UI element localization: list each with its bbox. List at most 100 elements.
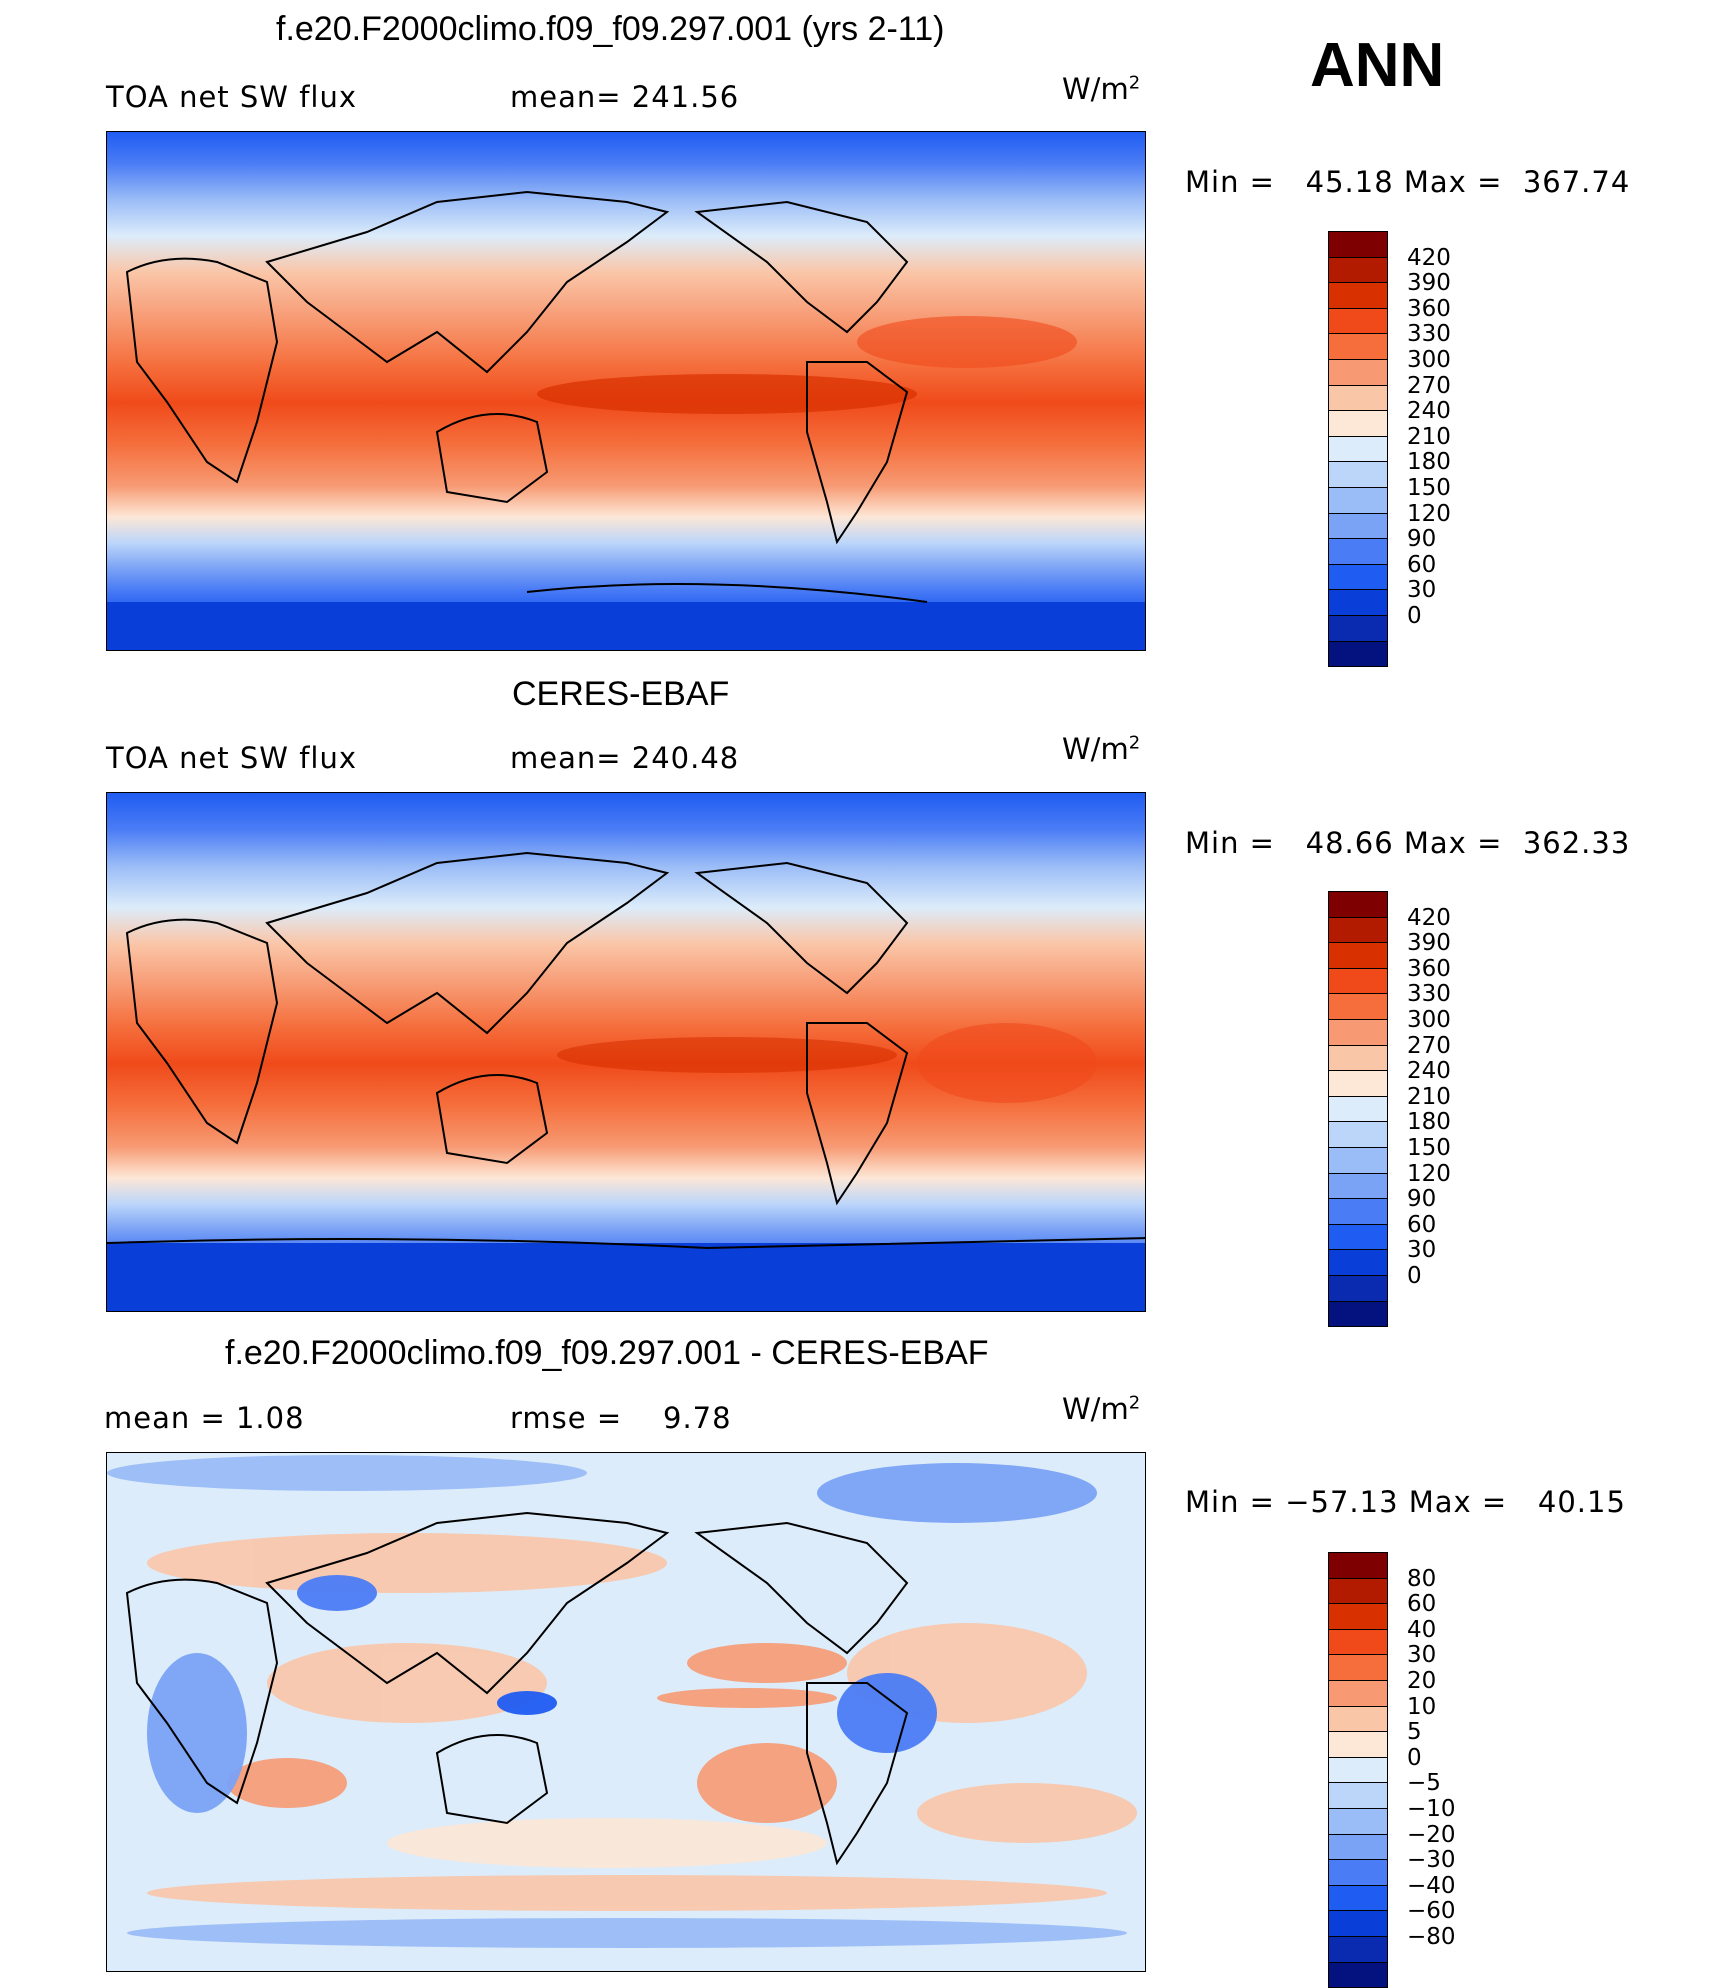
colorbar-tick-label: −40: [1407, 1873, 1456, 1899]
panel-1-left-label: TOA net SW flux: [106, 80, 357, 114]
colorbar-cell: [1328, 1654, 1388, 1681]
panel-1-units: W/m2: [1062, 72, 1140, 106]
colorbar-tick-label: 120: [1407, 501, 1451, 527]
colorbar-tick-label: 0: [1407, 1263, 1422, 1289]
colorbar-cell: [1328, 917, 1388, 944]
panel-1-map: [106, 131, 1146, 651]
panel-3-rmse-label: rmse = 9.78: [510, 1401, 732, 1435]
colorbar-tick-label: −30: [1407, 1847, 1456, 1873]
colorbar-cell: [1328, 1680, 1388, 1707]
colorbar-cell: [1328, 1249, 1388, 1276]
colorbar-tick-label: 0: [1407, 1745, 1422, 1771]
colorbar-tick-label: −20: [1407, 1822, 1456, 1848]
colorbar-cell: [1328, 385, 1388, 412]
colorbar-tick-label: 300: [1407, 1007, 1451, 1033]
colorbar-tick-label: 270: [1407, 1033, 1451, 1059]
colorbar-cell: [1328, 1045, 1388, 1072]
season-label: ANN: [1310, 30, 1444, 101]
panel-1-colorbar: [1328, 232, 1390, 667]
panel-2-minmax: Min = 48.66 Max = 362.33: [1185, 826, 1630, 860]
colorbar-cell: [1328, 487, 1388, 514]
colorbar-cell: [1328, 513, 1388, 540]
panel-3-units: W/m2: [1062, 1392, 1140, 1426]
panel-1-minmax: Min = 45.18 Max = 367.74: [1185, 165, 1630, 199]
colorbar-tick-label: 330: [1407, 981, 1451, 1007]
colorbar-tick-label: 20: [1407, 1668, 1436, 1694]
colorbar-cell: [1328, 641, 1388, 668]
colorbar-cell: [1328, 1224, 1388, 1251]
panel-2-title: CERES-EBAF: [512, 675, 729, 714]
colorbar-cell: [1328, 1910, 1388, 1937]
panel-2-map: [106, 792, 1146, 1312]
panel-2-mean-label: mean= 240.48: [510, 741, 739, 775]
panel-2-colorbar: [1328, 892, 1390, 1327]
colorbar-tick-label: 30: [1407, 577, 1436, 603]
colorbar-cell: [1328, 942, 1388, 969]
colorbar-tick-label: 420: [1407, 905, 1451, 931]
colorbar-cell: [1328, 410, 1388, 437]
colorbar-tick-label: 90: [1407, 526, 1436, 552]
colorbar-tick-label: 150: [1407, 1135, 1451, 1161]
colorbar-tick-label: 30: [1407, 1642, 1436, 1668]
colorbar-cell: [1328, 1859, 1388, 1886]
colorbar-cell: [1328, 1757, 1388, 1784]
colorbar-cell: [1328, 257, 1388, 284]
colorbar-tick-label: 10: [1407, 1694, 1436, 1720]
colorbar-cell: [1328, 333, 1388, 360]
panel-3-map: [106, 1452, 1146, 1972]
colorbar-cell: [1328, 1070, 1388, 1097]
panel-1-mean-label: mean= 241.56: [510, 80, 739, 114]
panel-3-colorbar: [1328, 1553, 1390, 1988]
colorbar-tick-label: 390: [1407, 930, 1451, 956]
colorbar-tick-label: −80: [1407, 1924, 1456, 1950]
colorbar-tick-label: 90: [1407, 1186, 1436, 1212]
panel-3-mean-label: mean = 1.08: [104, 1401, 305, 1435]
colorbar-cell: [1328, 564, 1388, 591]
colorbar-tick-label: 5: [1407, 1719, 1422, 1745]
colorbar-tick-label: 120: [1407, 1161, 1451, 1187]
colorbar-tick-label: 210: [1407, 424, 1451, 450]
colorbar-cell: [1328, 615, 1388, 642]
colorbar-tick-label: 240: [1407, 1058, 1451, 1084]
colorbar-cell: [1328, 1782, 1388, 1809]
colorbar-cell: [1328, 1834, 1388, 1861]
colorbar-cell: [1328, 1731, 1388, 1758]
colorbar-tick-label: 180: [1407, 1109, 1451, 1135]
colorbar-cell: [1328, 1019, 1388, 1046]
panel-3-minmax: Min = −57.13 Max = 40.15: [1185, 1485, 1626, 1519]
colorbar-cell: [1328, 359, 1388, 386]
colorbar-cell: [1328, 1147, 1388, 1174]
colorbar-cell: [1328, 231, 1388, 258]
colorbar-tick-label: 360: [1407, 956, 1451, 982]
colorbar-tick-label: 80: [1407, 1566, 1436, 1592]
colorbar-tick-label: −5: [1407, 1770, 1441, 1796]
colorbar-tick-label: 0: [1407, 603, 1422, 629]
colorbar-cell: [1328, 1603, 1388, 1630]
colorbar-tick-label: 360: [1407, 296, 1451, 322]
colorbar-tick-label: 30: [1407, 1237, 1436, 1263]
colorbar-tick-label: 60: [1407, 1591, 1436, 1617]
colorbar-cell: [1328, 1301, 1388, 1328]
colorbar-cell: [1328, 538, 1388, 565]
colorbar-cell: [1328, 308, 1388, 335]
colorbar-tick-label: 180: [1407, 449, 1451, 475]
colorbar-cell: [1328, 1578, 1388, 1605]
colorbar-cell: [1328, 1885, 1388, 1912]
panel-3-title: f.e20.F2000climo.f09_f09.297.001 - CERES…: [225, 1334, 989, 1373]
colorbar-tick-label: 40: [1407, 1617, 1436, 1643]
colorbar-tick-label: 300: [1407, 347, 1451, 373]
colorbar-tick-label: 330: [1407, 321, 1451, 347]
panel-2-left-label: TOA net SW flux: [106, 741, 357, 775]
colorbar-tick-label: 60: [1407, 1212, 1436, 1238]
colorbar-cell: [1328, 891, 1388, 918]
colorbar-cell: [1328, 1096, 1388, 1123]
colorbar-cell: [1328, 993, 1388, 1020]
colorbar-cell: [1328, 1629, 1388, 1656]
colorbar-cell: [1328, 589, 1388, 616]
colorbar-cell: [1328, 1962, 1388, 1988]
colorbar-tick-label: 150: [1407, 475, 1451, 501]
colorbar-tick-label: 240: [1407, 398, 1451, 424]
panel-1-title: f.e20.F2000climo.f09_f09.297.001 (yrs 2-…: [276, 10, 944, 49]
colorbar-cell: [1328, 282, 1388, 309]
colorbar-tick-label: 420: [1407, 245, 1451, 271]
